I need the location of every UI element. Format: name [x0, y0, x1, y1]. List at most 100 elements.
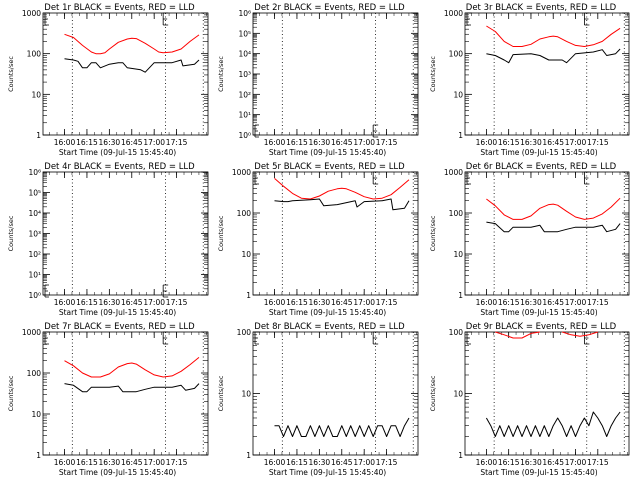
plot-frame [42, 331, 209, 456]
x-tick-label: 16:00 [264, 138, 286, 147]
y-tick-label: 10³ [238, 70, 251, 79]
y-axis-label: Counts/sec [7, 56, 15, 92]
y-tick-label: 10⁰ [28, 291, 41, 300]
x-tick-label: 16:00 [476, 298, 498, 307]
y-tick-label: 100 [449, 328, 464, 337]
x-tick-label: 16:45 [121, 458, 143, 467]
x-tick-label: 16:15 [286, 298, 308, 307]
y-tick-label: 1000 [22, 9, 41, 18]
plot-frame [42, 171, 209, 296]
x-tick-label: 16:30 [520, 298, 542, 307]
lld-series-line [486, 25, 621, 47]
x-tick-label: 16:30 [520, 138, 542, 147]
y-axis-label: Counts/sec [429, 375, 437, 411]
event-marker [44, 12, 49, 26]
y-tick-label: 10⁶ [28, 168, 41, 177]
x-tick-label: 16:15 [498, 138, 520, 147]
panel-5: Det 5r BLACK = Events, RED = LLD 1 10 100 10… [217, 162, 419, 317]
y-tick-label: 10 [453, 250, 463, 259]
y-tick-label: 10 [453, 90, 463, 99]
x-tick-label: 17:00 [143, 458, 165, 467]
y-tick-label: 10¹ [28, 271, 41, 280]
y-tick-label: 1000 [22, 328, 41, 337]
x-tick-label: 17:15 [587, 138, 609, 147]
panel-6: Det 6r BLACK = Events, RED = LLD 1 10 100 10… [429, 162, 630, 317]
x-tick-label: 17:15 [376, 298, 398, 307]
lld-series-line [64, 33, 200, 55]
x-tick-label: 17:00 [143, 298, 165, 307]
event-marker [372, 124, 379, 138]
y-tick-label: 10³ [28, 230, 41, 239]
x-axis-label: Start Time (09-Jul-15 15:45:40) [59, 308, 176, 317]
lld-series-line [495, 331, 540, 339]
event-marker [466, 171, 471, 185]
event-marker [584, 331, 590, 345]
events-series-line [64, 58, 200, 73]
y-tick-label: 1 [246, 451, 251, 460]
event-marker [44, 331, 49, 345]
y-tick-label: 10⁰ [238, 131, 251, 140]
event-marker [466, 331, 471, 345]
lld-series-line [562, 331, 598, 337]
x-tick-label: 16:15 [286, 138, 308, 147]
y-axis-label: Counts/sec [217, 375, 225, 411]
event-marker [162, 284, 169, 298]
events-series-line [274, 417, 410, 437]
plot-frame [464, 331, 630, 456]
lld-series-line [486, 197, 621, 220]
y-tick-label: 10 [241, 390, 251, 399]
panel-title: Det 7r BLACK = Events, RED = LLD [44, 322, 195, 332]
panel-4: Det 4r BLACK = Events, RED = LLD 10⁰ 10¹ 10… [7, 162, 209, 317]
event-marker [162, 331, 169, 345]
x-tick-label: 17:00 [353, 298, 375, 307]
y-tick-label: 10¹ [238, 111, 251, 120]
y-tick-label: 1 [458, 451, 463, 460]
x-tick-label: 16:15 [76, 138, 98, 147]
x-tick-label: 16:45 [331, 298, 353, 307]
x-tick-label: 16:45 [331, 458, 353, 467]
x-tick-label: 16:15 [498, 458, 520, 467]
x-tick-label: 17:15 [587, 458, 609, 467]
x-tick-label: 16:00 [54, 458, 76, 467]
x-tick-label: 17:15 [587, 298, 609, 307]
panel-title: Det 9r BLACK = Events, RED = LLD [466, 322, 617, 332]
panel-title: Det 5r BLACK = Events, RED = LLD [254, 162, 405, 172]
x-tick-label: 17:00 [353, 458, 375, 467]
x-tick-label: 16:30 [309, 458, 331, 467]
panel-7: Det 7r BLACK = Events, RED = LLD 1 10 100 10… [7, 322, 209, 477]
y-tick-label: 1 [246, 291, 251, 300]
event-marker [372, 171, 379, 185]
x-tick-label: 17:15 [376, 138, 398, 147]
events-series-line [486, 48, 621, 64]
x-axis-label: Start Time (09-Jul-15 15:45:40) [480, 308, 597, 317]
event-marker [44, 284, 49, 298]
y-tick-label: 10⁵ [238, 29, 251, 38]
event-marker [584, 171, 590, 185]
x-tick-label: 16:30 [99, 138, 121, 147]
y-tick-label: 10 [31, 90, 41, 99]
y-tick-label: 10 [241, 250, 251, 259]
lld-series-line [274, 178, 410, 200]
plot-frame [464, 12, 630, 136]
y-tick-label: 10⁵ [28, 189, 41, 198]
event-marker [254, 124, 259, 138]
x-tick-label: 17:15 [376, 458, 398, 467]
panel-title: Det 3r BLACK = Events, RED = LLD [466, 3, 617, 13]
event-marker [372, 331, 379, 345]
panel-title: Det 2r BLACK = Events, RED = LLD [254, 3, 405, 13]
event-marker [584, 12, 590, 26]
x-tick-label: 16:45 [542, 298, 564, 307]
x-tick-label: 17:00 [143, 138, 165, 147]
x-axis-label: Start Time (09-Jul-15 15:45:40) [269, 308, 386, 317]
y-tick-label: 10 [31, 410, 41, 419]
plot-frame [42, 12, 209, 136]
x-tick-label: 17:00 [565, 138, 587, 147]
panel-title: Det 1r BLACK = Events, RED = LLD [44, 3, 195, 13]
x-tick-label: 16:00 [54, 138, 76, 147]
x-tick-label: 17:00 [353, 138, 375, 147]
panel-2: Det 2r BLACK = Events, RED = LLD 10⁰ 10¹ 10… [217, 3, 419, 157]
x-tick-label: 16:30 [309, 138, 331, 147]
y-tick-label: 1000 [444, 168, 463, 177]
x-tick-label: 16:15 [76, 298, 98, 307]
